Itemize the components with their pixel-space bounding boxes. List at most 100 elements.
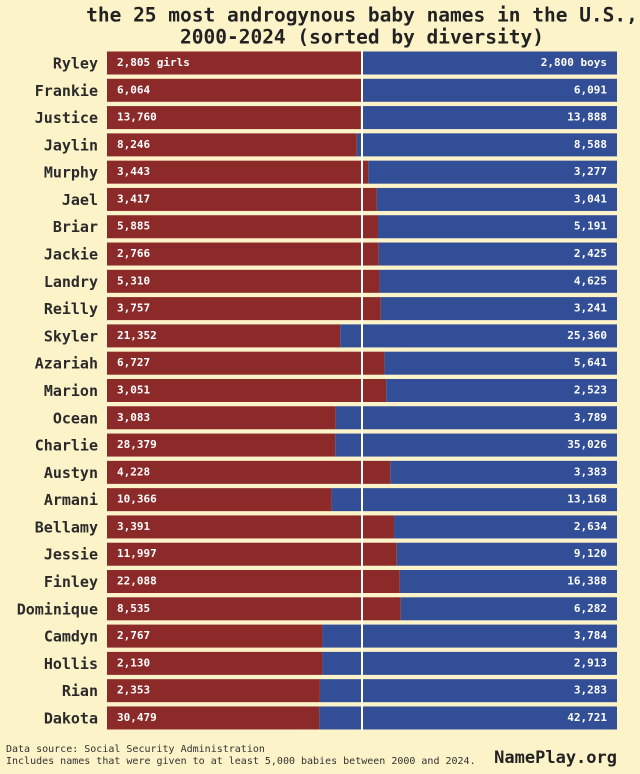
source: Data source: Social Security Administrat…: [6, 744, 265, 755]
bar-segment: [319, 706, 617, 730]
bar-segment: [384, 351, 617, 375]
category-label: Justice: [35, 109, 98, 127]
value-label: 3,083: [117, 411, 150, 424]
category-label: Skyler: [44, 327, 98, 345]
chart-title: 2000-2024 (sorted by diversity): [180, 26, 544, 49]
value-label: 2,766: [117, 247, 150, 260]
category-label: Dakota: [44, 709, 98, 727]
category-label: Charlie: [35, 437, 98, 455]
bar-segment: [335, 433, 617, 457]
category-label: Ryley: [53, 55, 98, 73]
category-label: Briar: [53, 218, 98, 236]
bar-segment: [107, 651, 323, 675]
value-label: 2,353: [117, 684, 150, 697]
bar-segment: [386, 378, 617, 402]
value-label: 8,535: [117, 602, 150, 615]
value-label: 3,283: [574, 684, 607, 697]
bar-segment: [360, 106, 617, 130]
bar-segment: [376, 187, 617, 211]
category-label: Landry: [44, 273, 98, 291]
value-label: 2,805 girls: [117, 56, 190, 69]
bar-segment: [107, 106, 361, 130]
value-label: 3,784: [574, 629, 607, 642]
value-label: 8,588: [574, 138, 607, 151]
value-label: 5,641: [574, 356, 607, 369]
category-label: Reilly: [44, 300, 98, 318]
value-label: 42,721: [567, 711, 607, 724]
category-label: Dominique: [17, 600, 98, 618]
brand: NamePlay.org: [494, 748, 617, 768]
value-label: 25,360: [567, 329, 607, 342]
value-label: 6,282: [574, 602, 607, 615]
value-label: 2,523: [574, 383, 607, 396]
value-label: 3,417: [117, 192, 150, 205]
value-label: 3,757: [117, 302, 150, 315]
bar-segment: [107, 297, 381, 321]
value-label: 3,789: [574, 411, 607, 424]
category-label: Rian: [62, 682, 98, 700]
category-label: Armani: [44, 491, 98, 509]
category-label: Marion: [44, 382, 98, 400]
bar-segment: [378, 242, 617, 266]
bar-segment: [396, 542, 617, 566]
category-label: Jessie: [44, 546, 98, 564]
bar-segment: [380, 297, 617, 321]
value-label: 16,388: [567, 575, 607, 588]
bar-segment: [107, 488, 332, 512]
bar-segment: [107, 706, 320, 730]
value-label: 5,191: [574, 220, 607, 233]
value-label: 3,443: [117, 165, 150, 178]
value-label: 4,625: [574, 274, 607, 287]
bar-segment: [319, 679, 617, 703]
value-label: 13,168: [567, 493, 607, 506]
category-label: Jaylin: [44, 136, 98, 154]
category-label: Azariah: [35, 355, 98, 373]
bar-segment: [335, 406, 617, 430]
value-label: 6,727: [117, 356, 150, 369]
bar-segment: [322, 624, 617, 648]
bar-segment: [107, 51, 363, 75]
category-label: Hollis: [44, 655, 98, 673]
category-label: Bellamy: [35, 518, 98, 536]
bar-segment: [107, 78, 362, 102]
bar-segment: [362, 51, 617, 75]
value-label: 22,088: [117, 575, 157, 588]
value-label: 3,383: [574, 465, 607, 478]
bar-segment: [107, 324, 341, 348]
bar-segment: [107, 624, 323, 648]
bar-segment: [107, 679, 320, 703]
value-label: 3,041: [574, 192, 607, 205]
value-label: 3,241: [574, 302, 607, 315]
value-label: 2,425: [574, 247, 607, 260]
value-label: 8,246: [117, 138, 150, 151]
category-label: Camdyn: [44, 628, 98, 646]
bar-segment: [377, 215, 617, 239]
value-label: 2,913: [574, 656, 607, 669]
value-label: 2,130: [117, 656, 150, 669]
note: Includes names that were given to at lea…: [6, 756, 476, 767]
category-label: Jael: [62, 191, 98, 209]
value-label: 9,120: [574, 547, 607, 560]
bar-segment: [107, 433, 336, 457]
value-label: 4,228: [117, 465, 150, 478]
bar-segment: [107, 160, 369, 184]
bar-segment: [107, 242, 379, 266]
bar-segment: [107, 269, 380, 293]
bar-segment: [399, 570, 617, 594]
category-label: Finley: [44, 573, 98, 591]
value-label: 28,379: [117, 438, 157, 451]
bar-segment: [107, 351, 385, 375]
category-label: Murphy: [44, 164, 98, 182]
value-label: 2,800 boys: [541, 56, 607, 69]
bar-segment: [379, 269, 617, 293]
bar-segment: [107, 187, 377, 211]
bar-segment: [107, 460, 391, 484]
bar-segment: [356, 133, 617, 157]
chart-title: the 25 most androgynous baby names in th…: [86, 4, 638, 27]
bar-segment: [107, 542, 397, 566]
bar-segment: [368, 160, 617, 184]
category-label: Jackie: [44, 246, 98, 264]
value-label: 30,479: [117, 711, 157, 724]
bar-segment: [390, 460, 617, 484]
bar-segment: [107, 570, 400, 594]
